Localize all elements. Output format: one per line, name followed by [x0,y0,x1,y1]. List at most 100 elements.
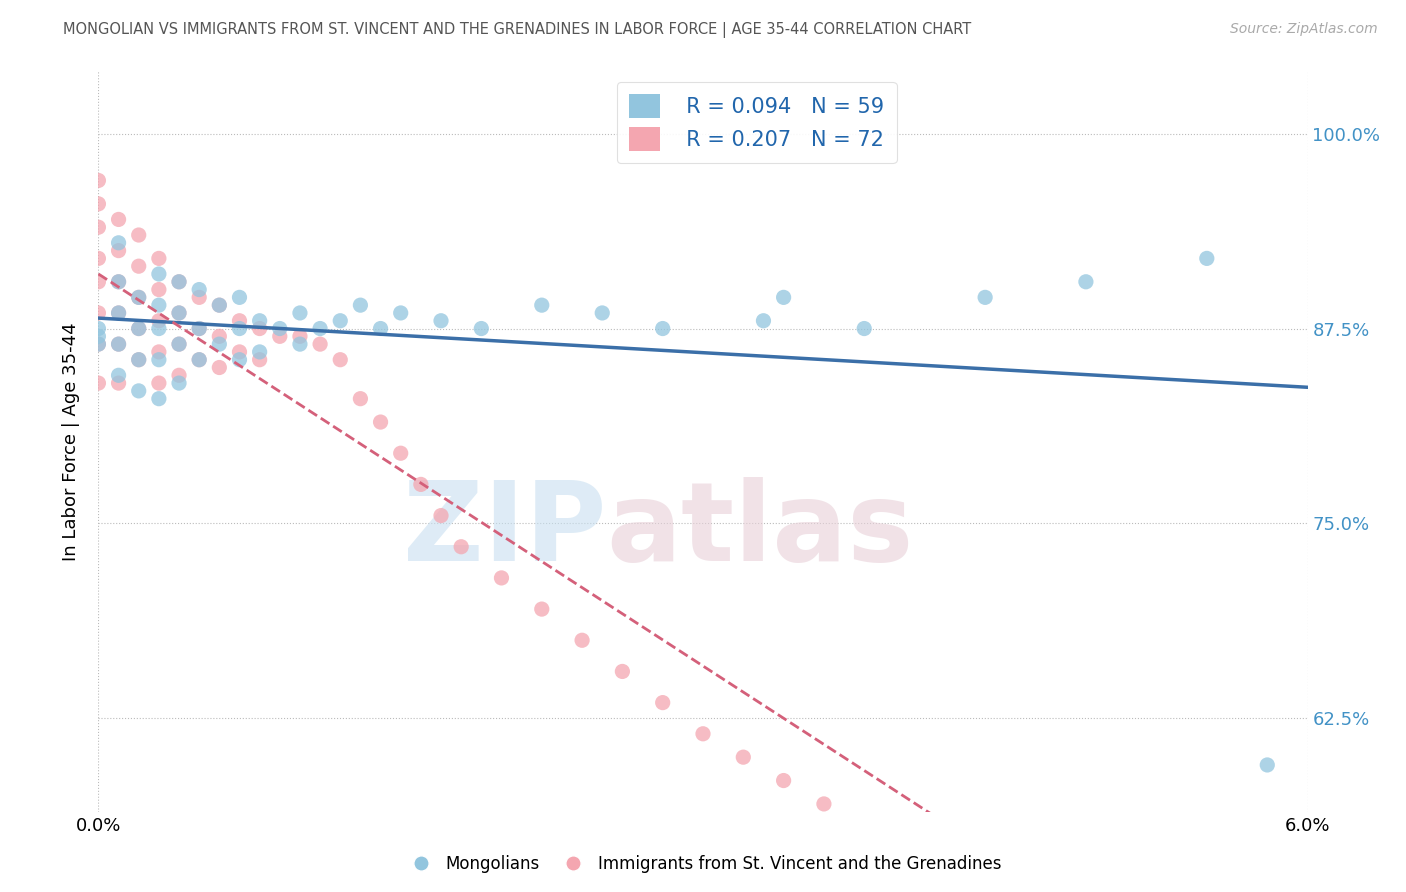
Point [752,314,775,328]
Point [107,306,129,320]
Point [148,298,170,312]
Point [148,267,170,281]
Point [128,321,150,335]
Point [148,314,170,328]
Point [228,352,250,367]
Point [87,197,110,211]
Point [128,352,150,367]
Point [107,306,129,320]
Point [128,321,150,335]
Point [612,665,634,679]
Point [87,306,110,320]
Point [530,298,553,312]
Point [1256,758,1278,772]
Point [107,235,129,250]
Point [853,820,876,834]
Point [107,368,129,383]
Point [389,446,412,460]
Point [107,244,129,258]
Point [974,875,997,889]
Point [349,392,371,406]
Point [389,306,412,320]
Point [974,290,997,304]
Point [128,352,150,367]
Point [1195,252,1218,266]
Point [450,540,472,554]
Point [148,392,170,406]
Point [87,173,110,187]
Point [87,220,110,235]
Point [128,290,150,304]
Point [167,376,190,390]
Point [370,415,392,429]
Point [893,844,915,858]
Point [772,290,794,304]
Point [87,321,110,335]
Point [188,321,211,335]
Point [148,283,170,297]
Point [1014,890,1036,892]
Point [228,345,250,359]
Point [288,329,311,343]
Point [128,259,150,273]
Point [167,337,190,351]
Point [188,283,211,297]
Point [288,306,311,320]
Point [733,750,755,764]
Point [148,345,170,359]
Text: MONGOLIAN VS IMMIGRANTS FROM ST. VINCENT AND THE GRENADINES IN LABOR FORCE | AGE: MONGOLIAN VS IMMIGRANTS FROM ST. VINCENT… [63,22,972,38]
Point [148,376,170,390]
Text: Source: ZipAtlas.com: Source: ZipAtlas.com [1230,22,1378,37]
Point [128,290,150,304]
Point [651,696,673,710]
Point [107,275,129,289]
Legend: Mongolians, Immigrants from St. Vincent and the Grenadines: Mongolians, Immigrants from St. Vincent … [398,848,1008,880]
Point [329,314,352,328]
Point [571,633,593,648]
Point [208,360,231,375]
Point [309,337,332,351]
Text: ZIP: ZIP [404,477,606,584]
Point [107,212,129,227]
Text: atlas: atlas [606,477,914,584]
Point [591,306,613,320]
Point [692,727,714,741]
Point [228,314,250,328]
Point [430,314,453,328]
Point [87,252,110,266]
Point [470,321,492,335]
Point [208,298,231,312]
Point [772,773,794,788]
Point [107,376,129,390]
Point [208,298,231,312]
Point [107,275,129,289]
Point [167,275,190,289]
Point [249,314,271,328]
Point [87,329,110,343]
Point [491,571,513,585]
Point [128,384,150,398]
Point [208,329,231,343]
Point [87,376,110,390]
Point [329,352,352,367]
Point [148,321,170,335]
Point [249,321,271,335]
Point [1074,275,1097,289]
Point [249,352,271,367]
Point [208,337,231,351]
Point [128,227,150,242]
Point [107,337,129,351]
Y-axis label: In Labor Force | Age 35-44: In Labor Force | Age 35-44 [62,322,80,561]
Point [107,337,129,351]
Point [430,508,453,523]
Point [167,368,190,383]
Point [309,321,332,335]
Point [370,321,392,335]
Point [349,298,371,312]
Point [87,337,110,351]
Point [228,321,250,335]
Point [269,329,291,343]
Legend:   R = 0.094   N = 59,   R = 0.207   N = 72: R = 0.094 N = 59, R = 0.207 N = 72 [617,82,897,163]
Point [167,275,190,289]
Point [269,321,291,335]
